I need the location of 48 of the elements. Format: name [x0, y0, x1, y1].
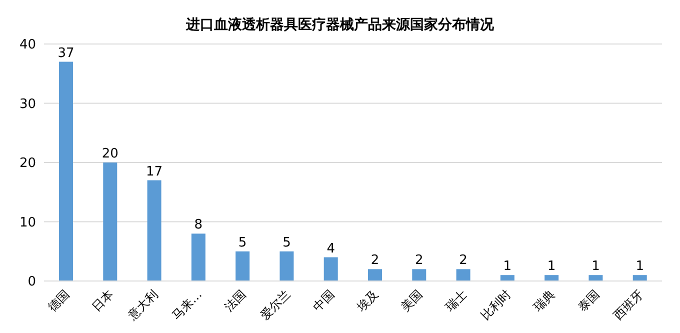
bar [544, 275, 559, 281]
x-tick-label: 爱尔兰 [258, 287, 293, 323]
data-label: 20 [102, 146, 118, 162]
data-label: 5 [282, 235, 291, 250]
x-tick-label: 瑞典 [530, 287, 558, 314]
bar [103, 162, 118, 281]
bar [147, 180, 162, 281]
x-tick-label: 意大利 [124, 287, 160, 324]
bar [59, 62, 73, 281]
x-tick-label: 西班牙 [610, 287, 646, 323]
bar [191, 234, 206, 281]
data-label: 1 [547, 259, 556, 274]
x-tick-label: 比利时 [478, 287, 514, 323]
y-tick-label: 40 [19, 38, 36, 53]
x-tick-label: 中国 [310, 287, 338, 314]
data-label: 17 [146, 164, 163, 180]
bar [456, 269, 470, 281]
data-label: 5 [238, 235, 247, 250]
x-tick-label: 德国 [45, 287, 72, 314]
bar [280, 251, 294, 281]
x-tick-label: 日本 [89, 287, 116, 314]
data-label: 1 [503, 259, 512, 274]
y-tick-label: 0 [28, 274, 36, 290]
bar [588, 275, 603, 281]
bar [368, 269, 382, 281]
x-tick-label: 泰国 [575, 287, 602, 314]
x-tick-label: 马来… [169, 287, 205, 323]
x-tick-label: 埃及 [354, 287, 382, 315]
x-tick-label: 瑞士 [442, 287, 470, 314]
y-tick-label: 20 [19, 156, 36, 172]
bar [412, 269, 426, 281]
data-label: 2 [459, 253, 468, 268]
bar [324, 257, 338, 281]
data-label: 8 [194, 218, 203, 233]
chart-title: 进口血液透析器具医疗器械产品来源国家分布情况 [184, 16, 495, 34]
x-tick-label: 法国 [222, 287, 249, 314]
data-label: 4 [326, 241, 335, 256]
bar [632, 275, 647, 281]
data-label: 37 [58, 46, 74, 61]
data-label: 2 [415, 253, 424, 268]
bar [236, 251, 250, 281]
y-tick-label: 30 [19, 96, 36, 112]
data-label: 1 [636, 259, 644, 274]
bar [500, 275, 514, 281]
y-tick-label: 10 [19, 215, 36, 230]
data-label: 2 [370, 253, 380, 268]
x-tick-label: 美国 [398, 287, 426, 314]
data-label: 1 [592, 259, 600, 274]
